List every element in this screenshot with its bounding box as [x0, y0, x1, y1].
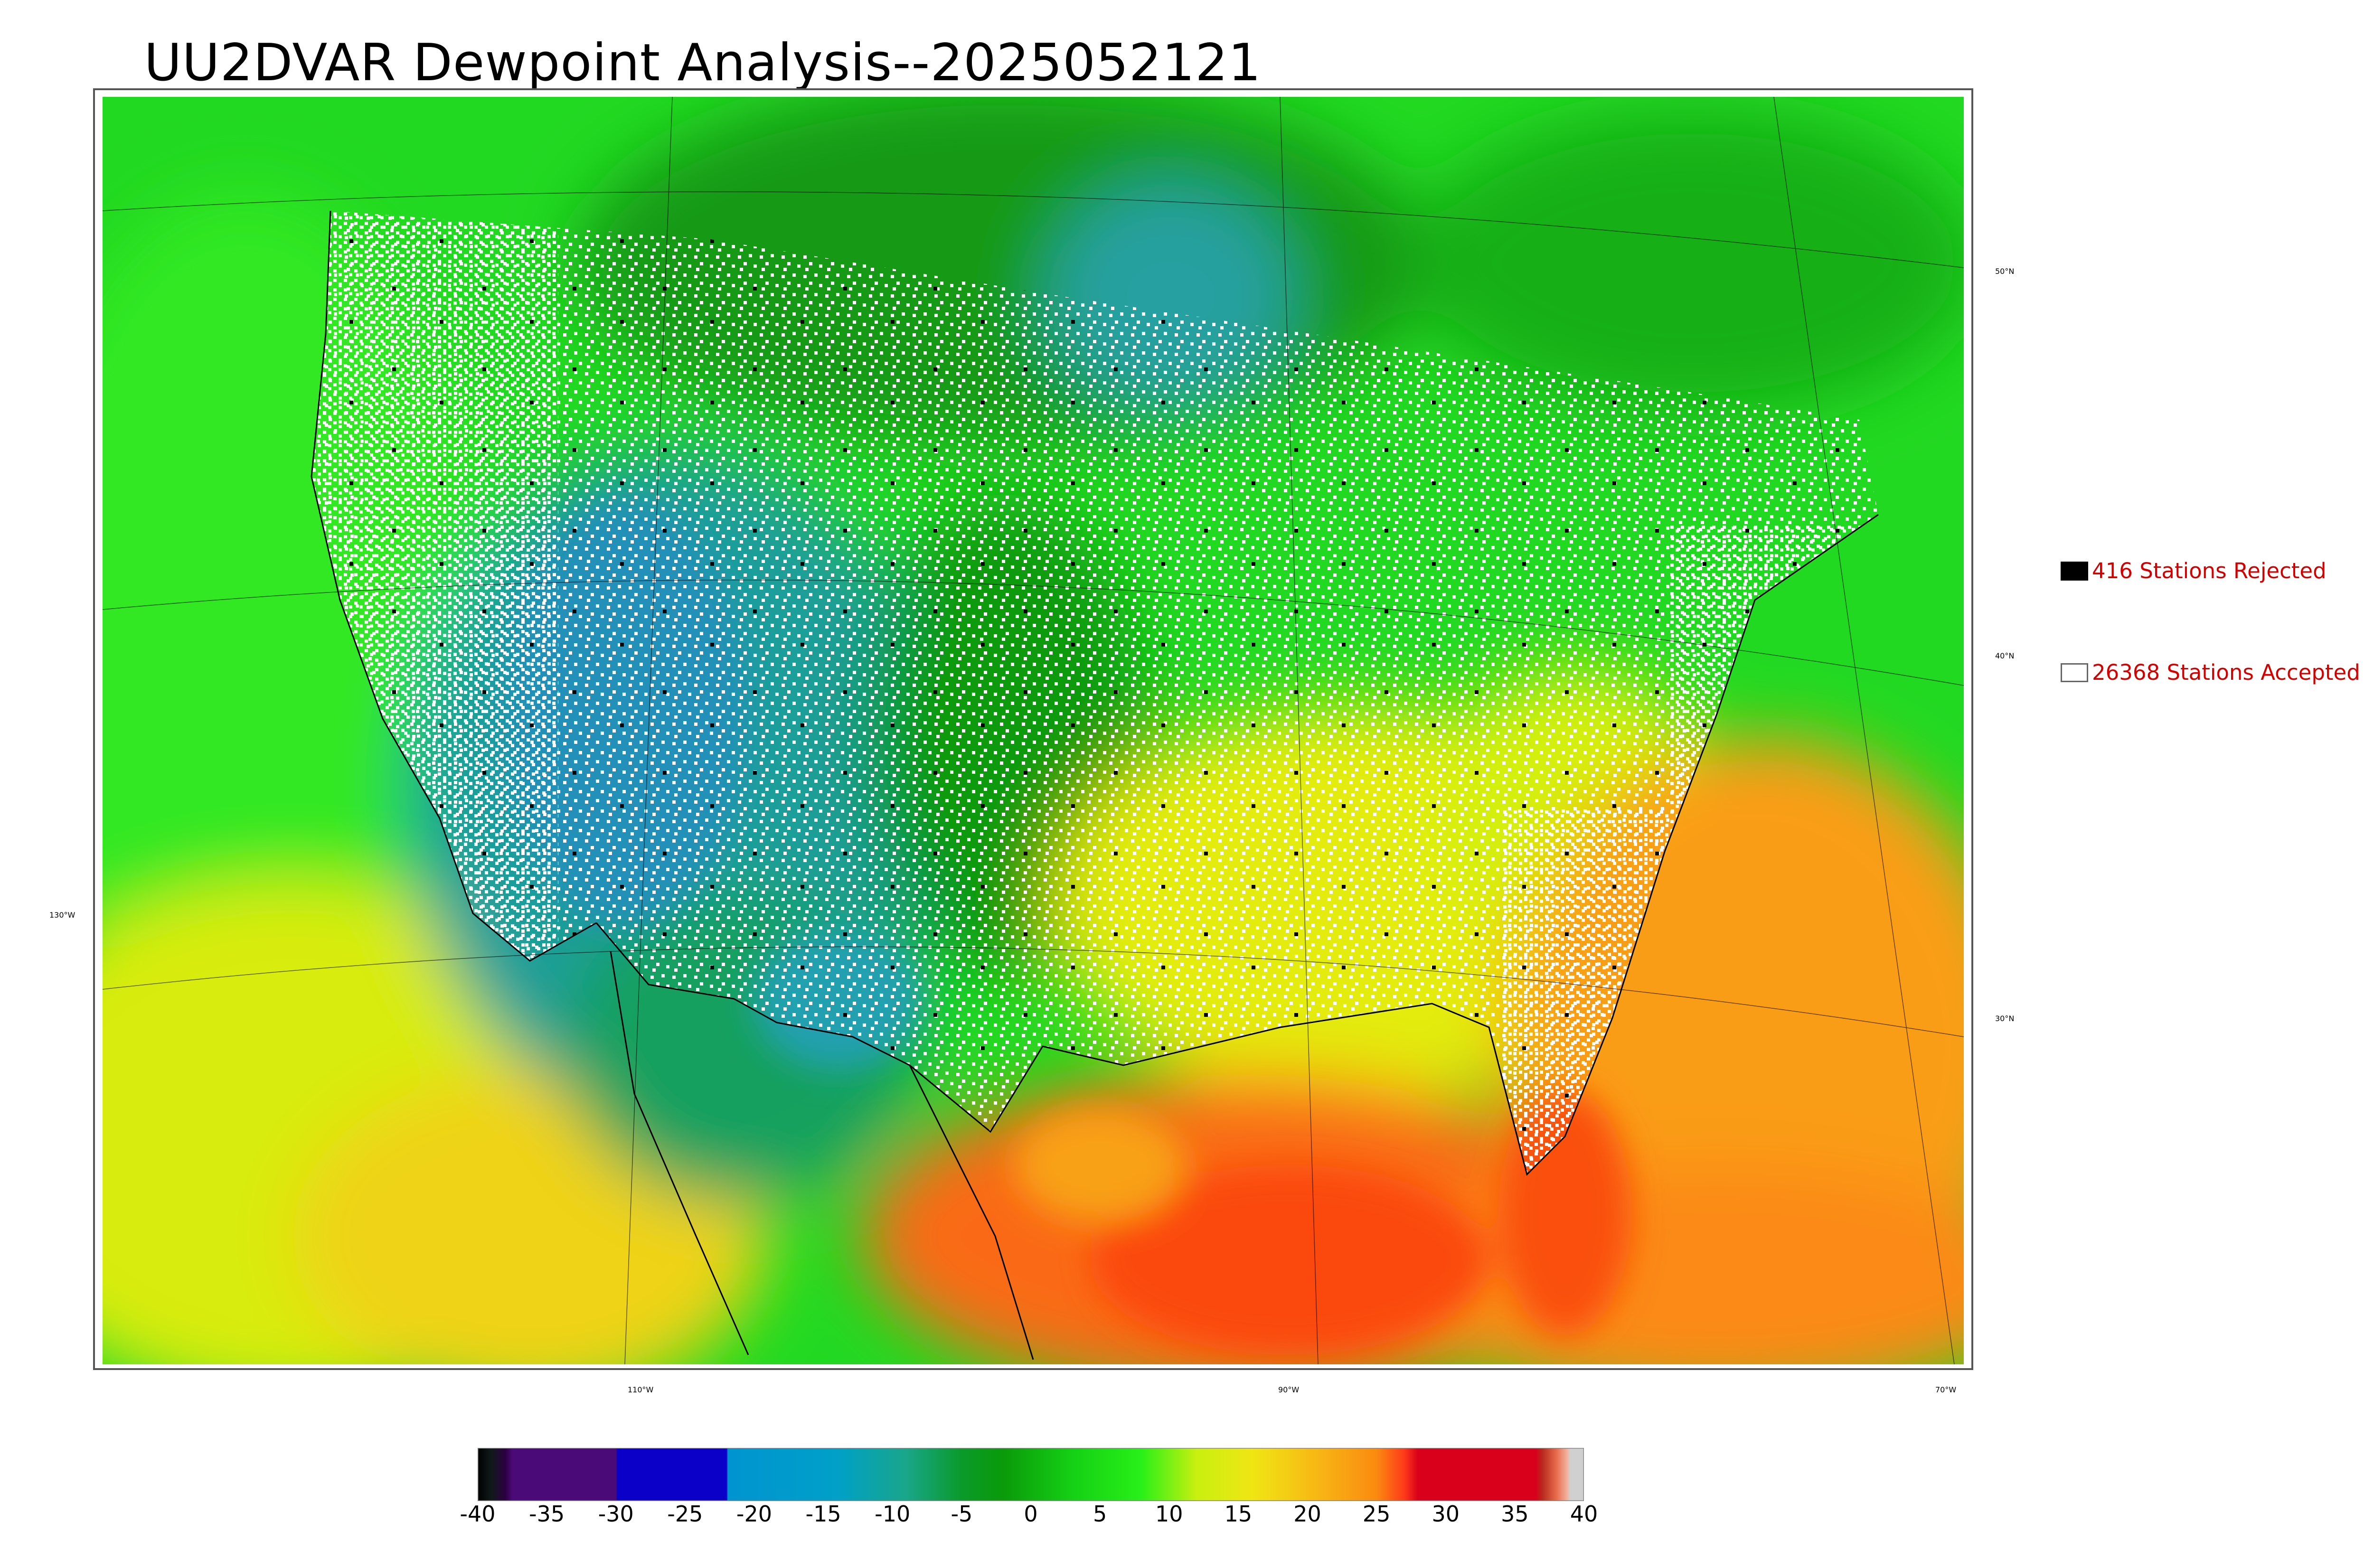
colorbar-tick-label: -40 [460, 1501, 496, 1527]
colorbar-tick-label: -25 [667, 1501, 703, 1527]
map-panel: 50°N 40°N 30°N 130°W [49, 88, 2014, 1370]
colorbar-tick-label: 15 [1224, 1501, 1253, 1527]
legend-accepted: 26368 Stations Accepted [2061, 660, 2360, 685]
colorbar-tick-label: 20 [1293, 1501, 1321, 1527]
lat-label-30n: 30°N [1995, 1014, 2015, 1023]
colorbar-tick-label: 30 [1432, 1501, 1460, 1527]
colorbar-fill [478, 1448, 1584, 1501]
lon-label-90w: 90°W [1278, 1385, 1300, 1394]
lat-label-50n: 50°N [1995, 267, 2015, 276]
colorbar-tick-label: -5 [951, 1501, 973, 1527]
colorbar-tick-label: -15 [805, 1501, 841, 1527]
lat-label-40n: 40°N [1995, 651, 2015, 660]
accepted-swatch [2061, 663, 2088, 682]
colorbar-tick-label: 25 [1362, 1501, 1391, 1527]
lon-label-70w: 70°W [1935, 1385, 1957, 1394]
graticule [103, 97, 1964, 1364]
colorbar-tick-label: 40 [1570, 1501, 1598, 1527]
colorbar-tick-label: -20 [736, 1501, 772, 1527]
lon-label-110w: 110°W [628, 1385, 654, 1394]
accepted-label: 26368 Stations Accepted [2092, 660, 2360, 685]
rejected-swatch [2061, 561, 2088, 581]
colorbar [478, 1448, 1584, 1501]
colorbar-tick-label: -30 [598, 1501, 634, 1527]
lat-label-130w: 130°W [49, 911, 75, 920]
coastlines [311, 210, 1879, 1360]
colorbar-tick-label: 10 [1155, 1501, 1183, 1527]
colorbar-tick-label: -35 [529, 1501, 565, 1527]
colorbar-tick-label: -10 [875, 1501, 911, 1527]
map-title: UU2DVAR Dewpoint Analysis--2025052121 [144, 33, 1262, 93]
colorbar-tick-label: 0 [1024, 1501, 1038, 1527]
colorbar-tick-label: 35 [1501, 1501, 1529, 1527]
dewpoint-map [103, 97, 1964, 1364]
colorbar-tick-label: 5 [1093, 1501, 1107, 1527]
legend-rejected: 416 Stations Rejected [2061, 558, 2327, 583]
rejected-label: 416 Stations Rejected [2092, 558, 2327, 583]
